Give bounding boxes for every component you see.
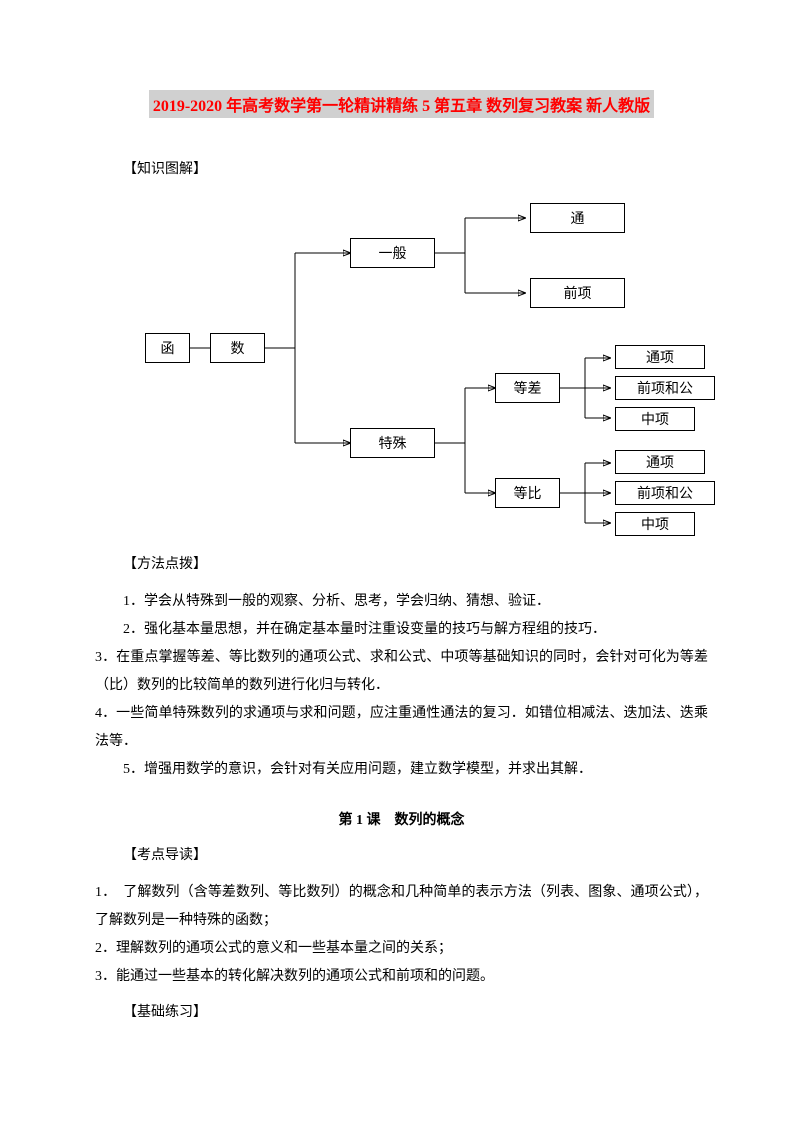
method-1: 1．学会从特殊到一般的观察、分析、思考，学会归纳、猜想、验证． [123, 588, 708, 616]
exam-point-1: 1． 了解数列（含等差数列、等比数列）的概念和几种简单的表示方法（列表、图象、通… [95, 879, 708, 935]
method-2: 2．强化基本量思想，并在确定基本量时注重设变量的技巧与解方程组的技巧． [123, 616, 708, 644]
node-tongxiang1: 通项 [615, 345, 705, 369]
node-qianxianghegong2: 前项和公 [615, 481, 715, 505]
section-method-tips-label: 【方法点拨】 [123, 553, 708, 573]
lesson-title: 第 1 课 数列的概念 [95, 809, 708, 829]
node-dengcha: 等差 [495, 373, 560, 403]
node-tongxiang2: 通项 [615, 450, 705, 474]
node-tong: 通 [530, 203, 625, 233]
node-zhongxiang2: 中项 [615, 512, 695, 536]
exam-point-3: 3．能通过一些基本的转化解决数列的通项公式和前项和的问题。 [95, 963, 708, 991]
knowledge-diagram: 函 数 一般 特殊 通 前项 等差 等比 通项 前项和公 中项 通项 前项和公 … [135, 193, 735, 533]
document-title: 2019-2020 年高考数学第一轮精讲精练 5 第五章 数列复习教案 新人教版 [149, 90, 654, 118]
method-4: 4．一些简单特殊数列的求通项与求和问题，应注重通性通法的复习．如错位相减法、迭加… [95, 700, 708, 756]
section-basic-practice-label: 【基础练习】 [123, 1001, 708, 1021]
node-han: 函 [145, 333, 190, 363]
node-qianxianghegong1: 前项和公 [615, 376, 715, 400]
node-qianxiang: 前项 [530, 278, 625, 308]
node-dengbi: 等比 [495, 478, 560, 508]
node-zhongxiang1: 中项 [615, 407, 695, 431]
section-exam-points-label: 【考点导读】 [123, 844, 708, 864]
method-5: 5．增强用数学的意识，会针对有关应用问题，建立数学模型，并求出其解． [123, 756, 708, 784]
node-yiban: 一般 [350, 238, 435, 268]
method-3: 3．在重点掌握等差、等比数列的通项公式、求和公式、中项等基础知识的同时，会针对可… [95, 644, 708, 700]
section-knowledge-diagram-label: 【知识图解】 [123, 158, 708, 178]
node-teshu: 特殊 [350, 428, 435, 458]
node-shu: 数 [210, 333, 265, 363]
exam-point-2: 2．理解数列的通项公式的意义和一些基本量之间的关系； [95, 935, 708, 963]
